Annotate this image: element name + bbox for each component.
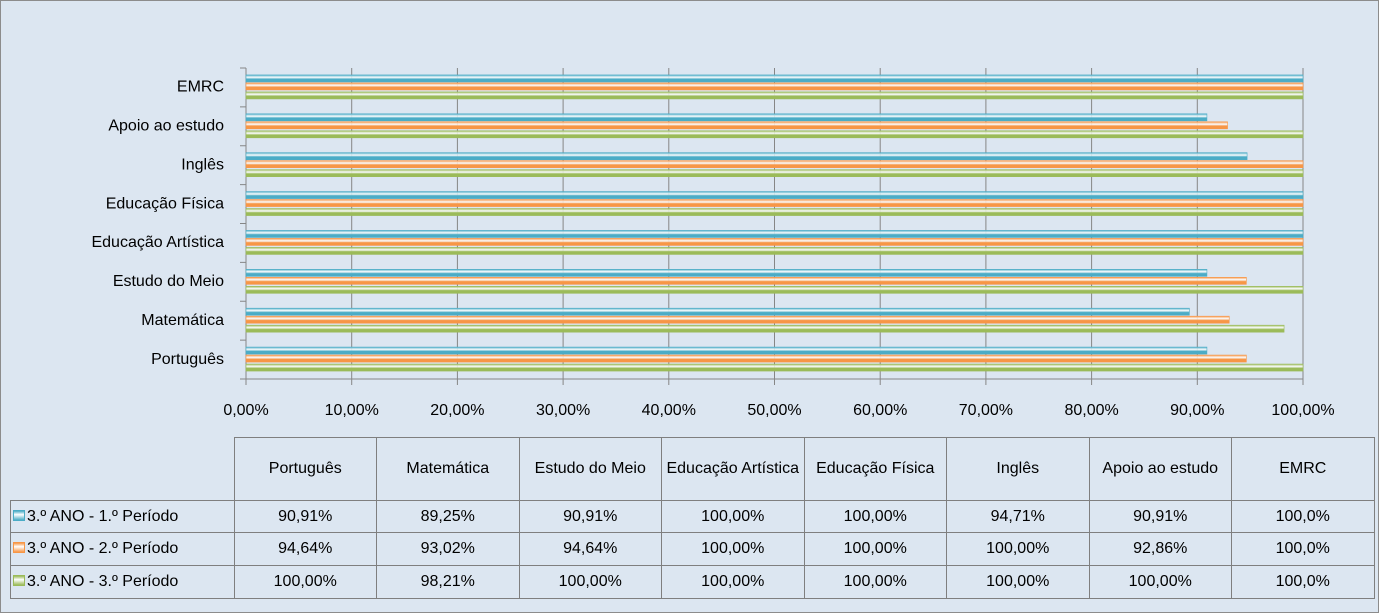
table-header: Português	[233, 437, 377, 501]
table-value: 93,02%	[376, 532, 520, 566]
table-row: 3.º ANO - 1.º Período 90,91% 89,25% 90,91% 1…	[10, 500, 1375, 533]
table-header: Estudo do Meio	[518, 437, 662, 501]
y-tick-label: EMRC	[177, 79, 224, 96]
y-tick-label: Educação Artística	[91, 234, 224, 251]
bar	[245, 324, 1285, 333]
bar	[245, 269, 1208, 277]
table-header-row: Português Matemática Estudo do Meio Educaçã…	[10, 437, 1375, 501]
legend-entry: 3.º ANO - 3.º Período	[10, 565, 235, 599]
x-tick-label: 30,00%	[536, 402, 590, 419]
table-header: EMRC	[1231, 437, 1375, 501]
y-tick-label: Estudo do Meio	[113, 273, 224, 290]
table-value: 89,25%	[376, 500, 520, 533]
table-value: 90,91%	[233, 500, 377, 533]
bar	[245, 91, 1304, 100]
bar	[245, 152, 1248, 160]
bar	[245, 130, 1304, 139]
table-value: 100,00%	[803, 500, 947, 533]
legend-label: 3.º ANO - 2.º Período	[27, 540, 179, 557]
legend-swatch	[13, 575, 25, 586]
bar	[245, 121, 1228, 130]
table-value: 100,00%	[1088, 565, 1232, 599]
bar	[245, 307, 1190, 316]
y-tick-label: Inglês	[181, 156, 224, 173]
table-value: 100,00%	[518, 565, 662, 599]
x-tick-label: 100,00%	[1271, 402, 1334, 419]
bar	[245, 191, 1304, 199]
table-value: 100,0%	[1231, 500, 1375, 533]
table-value: 100,00%	[661, 500, 805, 533]
table-value: 100,00%	[946, 565, 1090, 599]
legend-label: 3.º ANO - 3.º Período	[27, 573, 179, 590]
table-value: 92,86%	[1088, 532, 1232, 566]
bar	[245, 82, 1304, 91]
table-value: 100,0%	[1231, 532, 1375, 566]
plot: 0,00% 10,00% 20,00% 30,00% 40,00% 50,00% 60,00…	[91, 67, 1335, 419]
bar	[245, 363, 1304, 372]
bar	[245, 346, 1208, 355]
y-tick-label: Educação Física	[106, 195, 224, 212]
bar	[245, 113, 1208, 122]
table-value: 90,91%	[518, 500, 662, 533]
bar	[245, 277, 1247, 285]
x-tick-label: 70,00%	[959, 402, 1013, 419]
legend-swatch	[13, 509, 25, 521]
bar	[245, 208, 1304, 216]
bar	[245, 199, 1304, 207]
bar	[245, 354, 1247, 363]
x-tick-label: 40,00%	[642, 402, 696, 419]
table-value: 94,71%	[946, 500, 1090, 533]
table-value: 100,00%	[661, 565, 805, 599]
y-tick-label: Apoio ao estudo	[108, 118, 224, 135]
table-header: Educação Física	[803, 437, 947, 501]
legend-entry: 3.º ANO - 2.º Período	[10, 532, 235, 566]
bar	[245, 74, 1304, 83]
table-value: 100,0%	[1231, 565, 1375, 599]
x-tick-label: 80,00%	[1064, 402, 1118, 419]
table-row: 3.º ANO - 3.º Período 100,00% 98,21% 100,00…	[10, 565, 1375, 599]
x-tick-label: 20,00%	[430, 402, 484, 419]
table-value: 94,64%	[233, 532, 377, 566]
bar	[245, 169, 1304, 177]
table-value: 100,00%	[803, 532, 947, 566]
bar	[245, 160, 1304, 168]
data-table: Português Matemática Estudo do Meio Educaçã…	[10, 437, 1375, 599]
table-value: 100,00%	[803, 565, 947, 599]
x-tick-label: 60,00%	[853, 402, 907, 419]
table-value: 94,64%	[518, 532, 662, 566]
table-value: 100,00%	[233, 565, 377, 599]
table-header: Apoio ao estudo	[1088, 437, 1232, 501]
bar	[245, 238, 1304, 246]
table-value: 100,00%	[661, 532, 805, 566]
bar	[245, 230, 1304, 238]
table-header: Educação Artística	[661, 437, 805, 501]
bar	[245, 315, 1230, 324]
y-tick-label: Matemática	[141, 312, 224, 329]
x-tick-label: 90,00%	[1170, 402, 1224, 419]
x-tick-label: 10,00%	[325, 402, 379, 419]
legend-label: 3.º ANO - 1.º Período	[27, 507, 179, 525]
bar	[245, 286, 1304, 294]
table-row: 3.º ANO - 2.º Período 94,64% 93,02% 94,64% 1…	[10, 532, 1375, 566]
x-tick-label: 50,00%	[747, 402, 801, 419]
bar	[245, 247, 1304, 255]
table-value: 98,21%	[376, 565, 520, 599]
legend-swatch	[13, 542, 25, 553]
table-header: Matemática	[376, 437, 520, 501]
table-value: 90,91%	[1088, 500, 1232, 533]
y-tick-label: Português	[151, 351, 224, 368]
legend-entry: 3.º ANO - 1.º Período	[10, 500, 235, 533]
x-tick-label: 0,00%	[223, 402, 268, 419]
table-header: Inglês	[946, 437, 1090, 501]
table-value: 100,00%	[946, 532, 1090, 566]
